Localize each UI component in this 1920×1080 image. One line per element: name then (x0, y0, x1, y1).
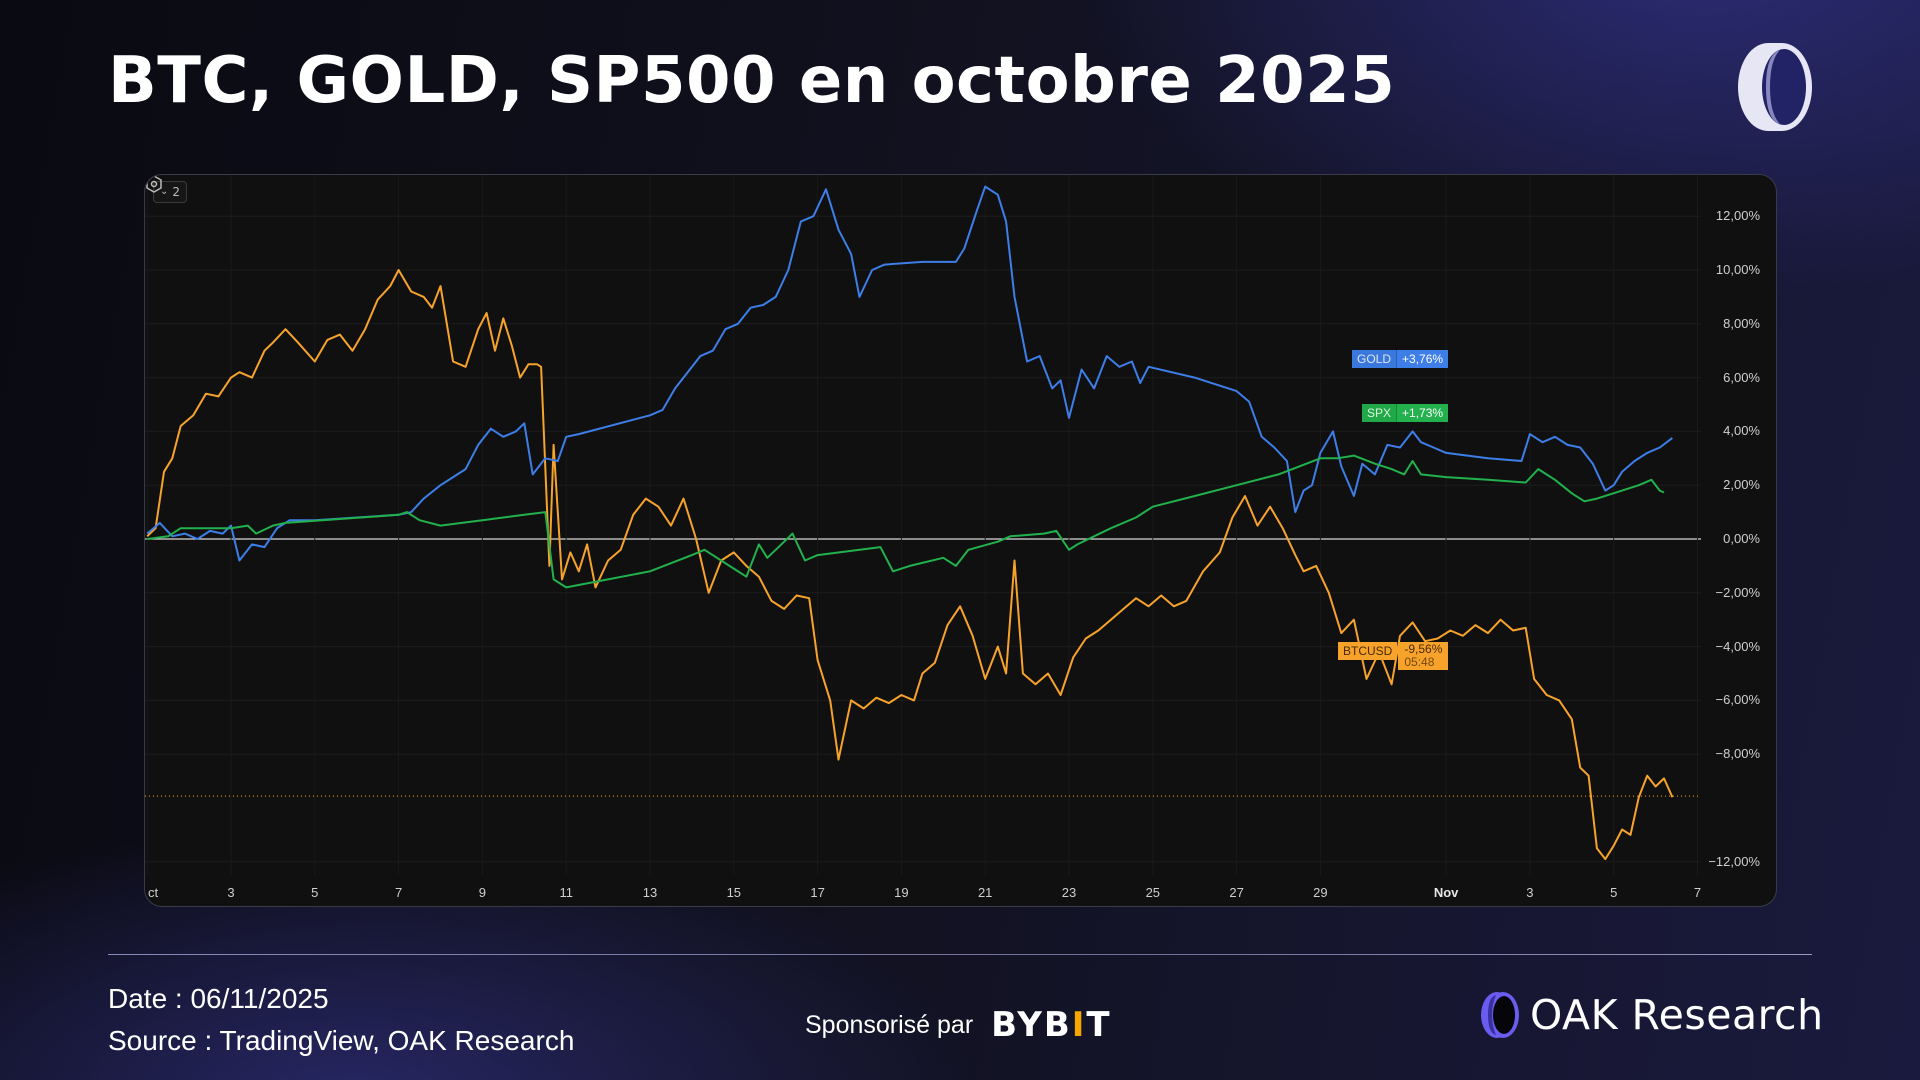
btcusd-series-line[interactable] (146, 269, 1674, 861)
legend-count: 2 (172, 185, 181, 199)
bybit-logo-part: T (1086, 1005, 1112, 1045)
y-tick-label: 12,00% (1715, 208, 1760, 224)
footer-divider (108, 954, 1812, 955)
y-tick-label: 6,00% (1723, 369, 1760, 385)
y-tick-label: 0,00% (1723, 531, 1760, 546)
date-label: Date : 06/11/2025 (108, 983, 329, 1014)
source-label: Source : TradingView, OAK Research (108, 1025, 575, 1056)
gold-series-line[interactable] (146, 185, 1674, 562)
page-title: BTC, GOLD, SP500 en octobre 2025 (108, 44, 1396, 118)
x-tick-label: 21 (977, 885, 993, 900)
x-tick-label: 17 (810, 885, 825, 900)
sponsor-block: Sponsorisé par BYBIT (805, 1005, 1112, 1045)
y-tick-label: −6,00% (1715, 692, 1760, 708)
spx-price-tag: SPX +1,73% (1362, 404, 1449, 422)
y-tick-label: −12,00% (1708, 853, 1760, 869)
y-tick-label: 4,00% (1723, 423, 1760, 439)
spx-tag-name: SPX (1362, 404, 1397, 422)
x-tick-label: 7 (1693, 885, 1702, 900)
x-tick-label: 7 (394, 885, 403, 900)
x-tick-label: 23 (1061, 885, 1077, 900)
bybit-logo: BYBIT (991, 1005, 1111, 1045)
x-tick-label: 25 (1145, 885, 1161, 900)
y-tick-label: 8,00% (1723, 315, 1760, 331)
x-tick-label: Nov (1433, 885, 1459, 900)
y-tick-label: −2,00% (1715, 584, 1760, 600)
y-tick-label: −4,00% (1715, 638, 1760, 654)
x-tick-label: 5 (1610, 885, 1618, 900)
y-tick-label: 2,00% (1723, 477, 1760, 493)
settings-gear-icon[interactable] (145, 175, 163, 193)
oak-research-brand: OAK Research (1478, 990, 1824, 1040)
x-tick-label: 19 (894, 885, 909, 900)
x-tick-label: 27 (1229, 885, 1244, 900)
btc-price-tag: BTCUSD -9,56% 05:48 (1338, 642, 1449, 670)
btc-tag-value: -9,56% (1404, 642, 1443, 656)
gold-tag-value: +3,76% (1396, 350, 1449, 368)
spx-series-line[interactable] (147, 454, 1665, 589)
btc-tag-name: BTCUSD (1338, 642, 1398, 660)
x-tick-label: 9 (478, 885, 487, 900)
y-tick-label: 10,00% (1715, 262, 1760, 277)
bybit-logo-accent: I (1071, 1005, 1087, 1045)
footer-meta: Date : 06/11/2025 Source : TradingView, … (108, 978, 574, 1062)
y-tick-label: −8,00% (1715, 746, 1760, 762)
x-tick-label: 3 (1526, 885, 1534, 900)
x-tick-label: 15 (726, 885, 742, 900)
spx-tag-value: +1,73% (1396, 404, 1449, 422)
gold-tag-name: GOLD (1352, 350, 1397, 368)
chart-canvas[interactable] (145, 175, 1776, 906)
x-tick-label: 29 (1313, 885, 1328, 900)
sponsor-label: Sponsorisé par (805, 1010, 974, 1039)
oak-ring-icon (1481, 992, 1519, 1038)
oak-logo-icon (1738, 43, 1812, 131)
brand-name: OAK Research (1530, 991, 1824, 1039)
bybit-logo-part: BYB (991, 1005, 1072, 1045)
x-tick-label: ct (147, 885, 159, 900)
chevron-down-icon: ⌄ (160, 186, 169, 197)
x-tick-label: 11 (559, 885, 573, 900)
x-tick-label: 13 (642, 885, 658, 900)
x-tick-label: 5 (311, 885, 319, 900)
chart-panel[interactable]: ⌄ 2 GOLD +3,76% SPX +1,73% BTCUSD -9,56%… (144, 174, 1777, 907)
x-tick-label: 3 (227, 885, 235, 900)
gold-price-tag: GOLD +3,76% (1352, 350, 1449, 368)
btc-tag-countdown: 05:48 (1404, 655, 1435, 669)
btc-tag-box: -9,56% 05:48 (1398, 642, 1449, 670)
